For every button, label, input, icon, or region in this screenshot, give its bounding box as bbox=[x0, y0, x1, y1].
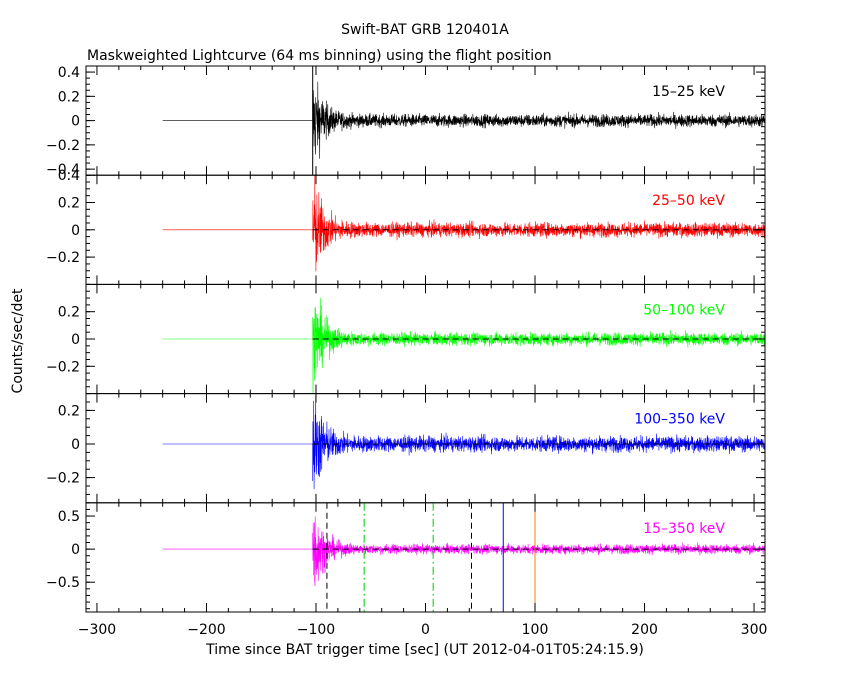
panel-frame bbox=[85, 393, 766, 504]
y-tick-label: 0 bbox=[71, 332, 80, 348]
y-tick-label: −0.2 bbox=[46, 250, 80, 266]
y-tick-label: 0 bbox=[71, 114, 80, 130]
series-line bbox=[162, 81, 765, 159]
y-tick-label: 0.2 bbox=[58, 196, 80, 212]
energy-band-label: 100–350 keV bbox=[634, 412, 725, 428]
panel-1: 0.4 0.2 0 −0.2 −0.4 15–25 keV bbox=[46, 65, 766, 178]
panel-5: 0.5 0 −0.5 15–350 keV bbox=[46, 502, 766, 613]
y-axis-label: Counts/sec/det bbox=[10, 288, 26, 393]
chart-subtitle: Maskweighted Lightcurve (64 ms binning) … bbox=[87, 48, 552, 64]
y-tick-label: −0.2 bbox=[46, 359, 80, 375]
energy-band-label: 25–50 keV bbox=[652, 193, 725, 209]
y-tick-label: 0.2 bbox=[58, 89, 80, 105]
series-line bbox=[162, 395, 765, 490]
y-tick-label: 0.5 bbox=[58, 509, 80, 525]
y-tick-label: −0.4 bbox=[46, 162, 80, 178]
panel-2: 0.4 0.2 0 −0.2 25–50 keV bbox=[46, 168, 766, 285]
x-tick-label: 100 bbox=[522, 622, 549, 638]
panels-group: 0.4 0.2 0 −0.2 −0.4 15–25 keV 0.4 0.2 0 −0.2 25–50… bbox=[46, 65, 766, 613]
panel-4: 0.2 0 −0.2 100–350 keV bbox=[46, 393, 766, 504]
y-tick-label: −0.2 bbox=[46, 138, 80, 154]
y-tick-label: 0 bbox=[71, 437, 80, 453]
x-tick-label: −200 bbox=[187, 622, 225, 638]
y-tick-label: 0.2 bbox=[58, 305, 80, 321]
energy-band-label: 15–25 keV bbox=[652, 84, 725, 100]
y-tick-label: 0.2 bbox=[58, 403, 80, 419]
y-tick-label: −0.5 bbox=[46, 575, 80, 591]
panel-frame bbox=[85, 502, 766, 613]
x-tick-label: −300 bbox=[78, 622, 116, 638]
energy-band-label: 50–100 keV bbox=[643, 302, 725, 318]
y-tick-label: 0 bbox=[71, 542, 80, 558]
y-tick-label: 0.4 bbox=[58, 168, 80, 184]
energy-band-label: 15–350 keV bbox=[643, 521, 725, 537]
panel-3: 0.2 0 −0.2 50–100 keV bbox=[46, 283, 766, 395]
y-tick-label: 0 bbox=[71, 223, 80, 239]
x-axis: −300 −200 −100 0 100 200 300 bbox=[78, 622, 768, 638]
x-tick-label: 0 bbox=[421, 622, 430, 638]
x-tick-label: −100 bbox=[297, 622, 335, 638]
series-line bbox=[162, 297, 765, 394]
x-tick-label: 300 bbox=[741, 622, 768, 638]
chart-title: Swift-BAT GRB 120401A bbox=[341, 22, 509, 38]
series-line bbox=[162, 175, 765, 272]
y-tick-label: 0.4 bbox=[58, 65, 80, 81]
y-tick-label: −0.2 bbox=[46, 471, 80, 487]
x-axis-label: Time since BAT trigger time [sec] (UT 20… bbox=[205, 642, 644, 658]
x-tick-label: 200 bbox=[631, 622, 658, 638]
